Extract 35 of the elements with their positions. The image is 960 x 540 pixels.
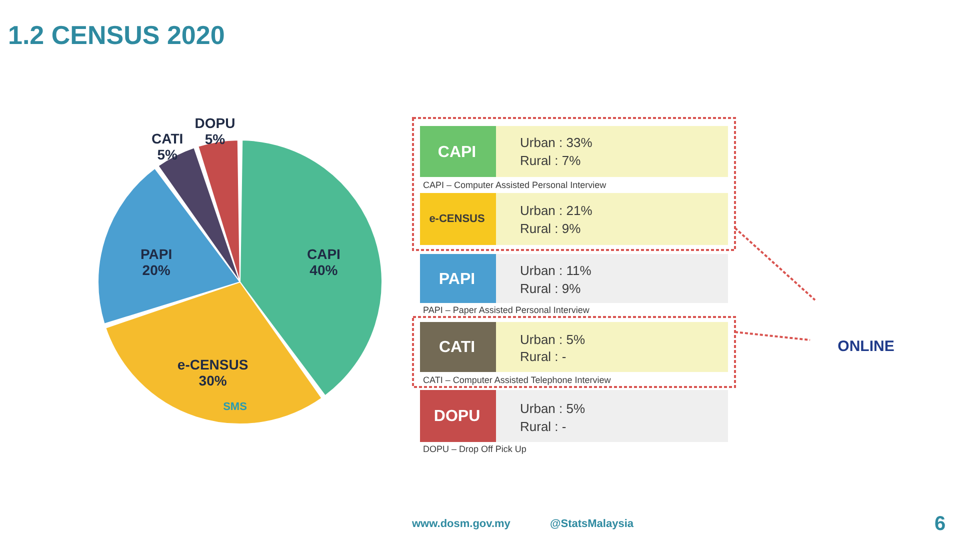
slice-label: CATI xyxy=(152,130,184,146)
data-label: 30% xyxy=(198,372,228,389)
text: PAPI xyxy=(438,271,476,288)
text: CAPI xyxy=(438,144,476,161)
text: @StatsMalaysia xyxy=(550,518,634,530)
text: DOPU – Drop Off Pick Up xyxy=(423,444,526,454)
text: Rural : - xyxy=(520,349,566,364)
text: ONLINE xyxy=(838,338,894,355)
data-label: 5% xyxy=(157,146,178,162)
text: Rural : 9% xyxy=(520,221,582,236)
text: Urban : 5% xyxy=(520,332,586,347)
chart-title: 1.2 CENSUS 2020 xyxy=(8,20,225,50)
data-label: 40% xyxy=(310,262,338,278)
text: CATI – Computer Assisted Telephone Interview xyxy=(423,375,612,385)
text: www.dosm.gov.my xyxy=(411,518,512,530)
text: CAPI – Computer Assisted Personal Interview xyxy=(423,180,607,190)
text: CATI xyxy=(438,339,476,356)
text: Rural : 9% xyxy=(520,281,582,296)
data-label: 5% xyxy=(204,130,226,147)
slice-label: DOPU xyxy=(194,114,236,131)
text: DOPU xyxy=(434,408,480,425)
text: Rural : 7% xyxy=(520,153,582,168)
text: PAPI – Paper Assisted Personal Interview xyxy=(423,305,590,315)
slice-label: PAPI xyxy=(140,246,172,262)
text: e-CENSUS xyxy=(429,213,485,225)
text: Urban : 5% xyxy=(520,401,586,416)
text: SMS xyxy=(223,401,247,413)
slice-label: e-CENSUS xyxy=(177,356,248,373)
text: Urban : 11% xyxy=(520,263,592,278)
slice-label: CAPI xyxy=(306,246,340,262)
text: Urban : 33% xyxy=(520,135,593,150)
text: 6 xyxy=(934,513,946,535)
text: Urban : 21% xyxy=(520,203,593,218)
data-label: 20% xyxy=(142,262,171,278)
text: Rural : - xyxy=(520,419,566,434)
